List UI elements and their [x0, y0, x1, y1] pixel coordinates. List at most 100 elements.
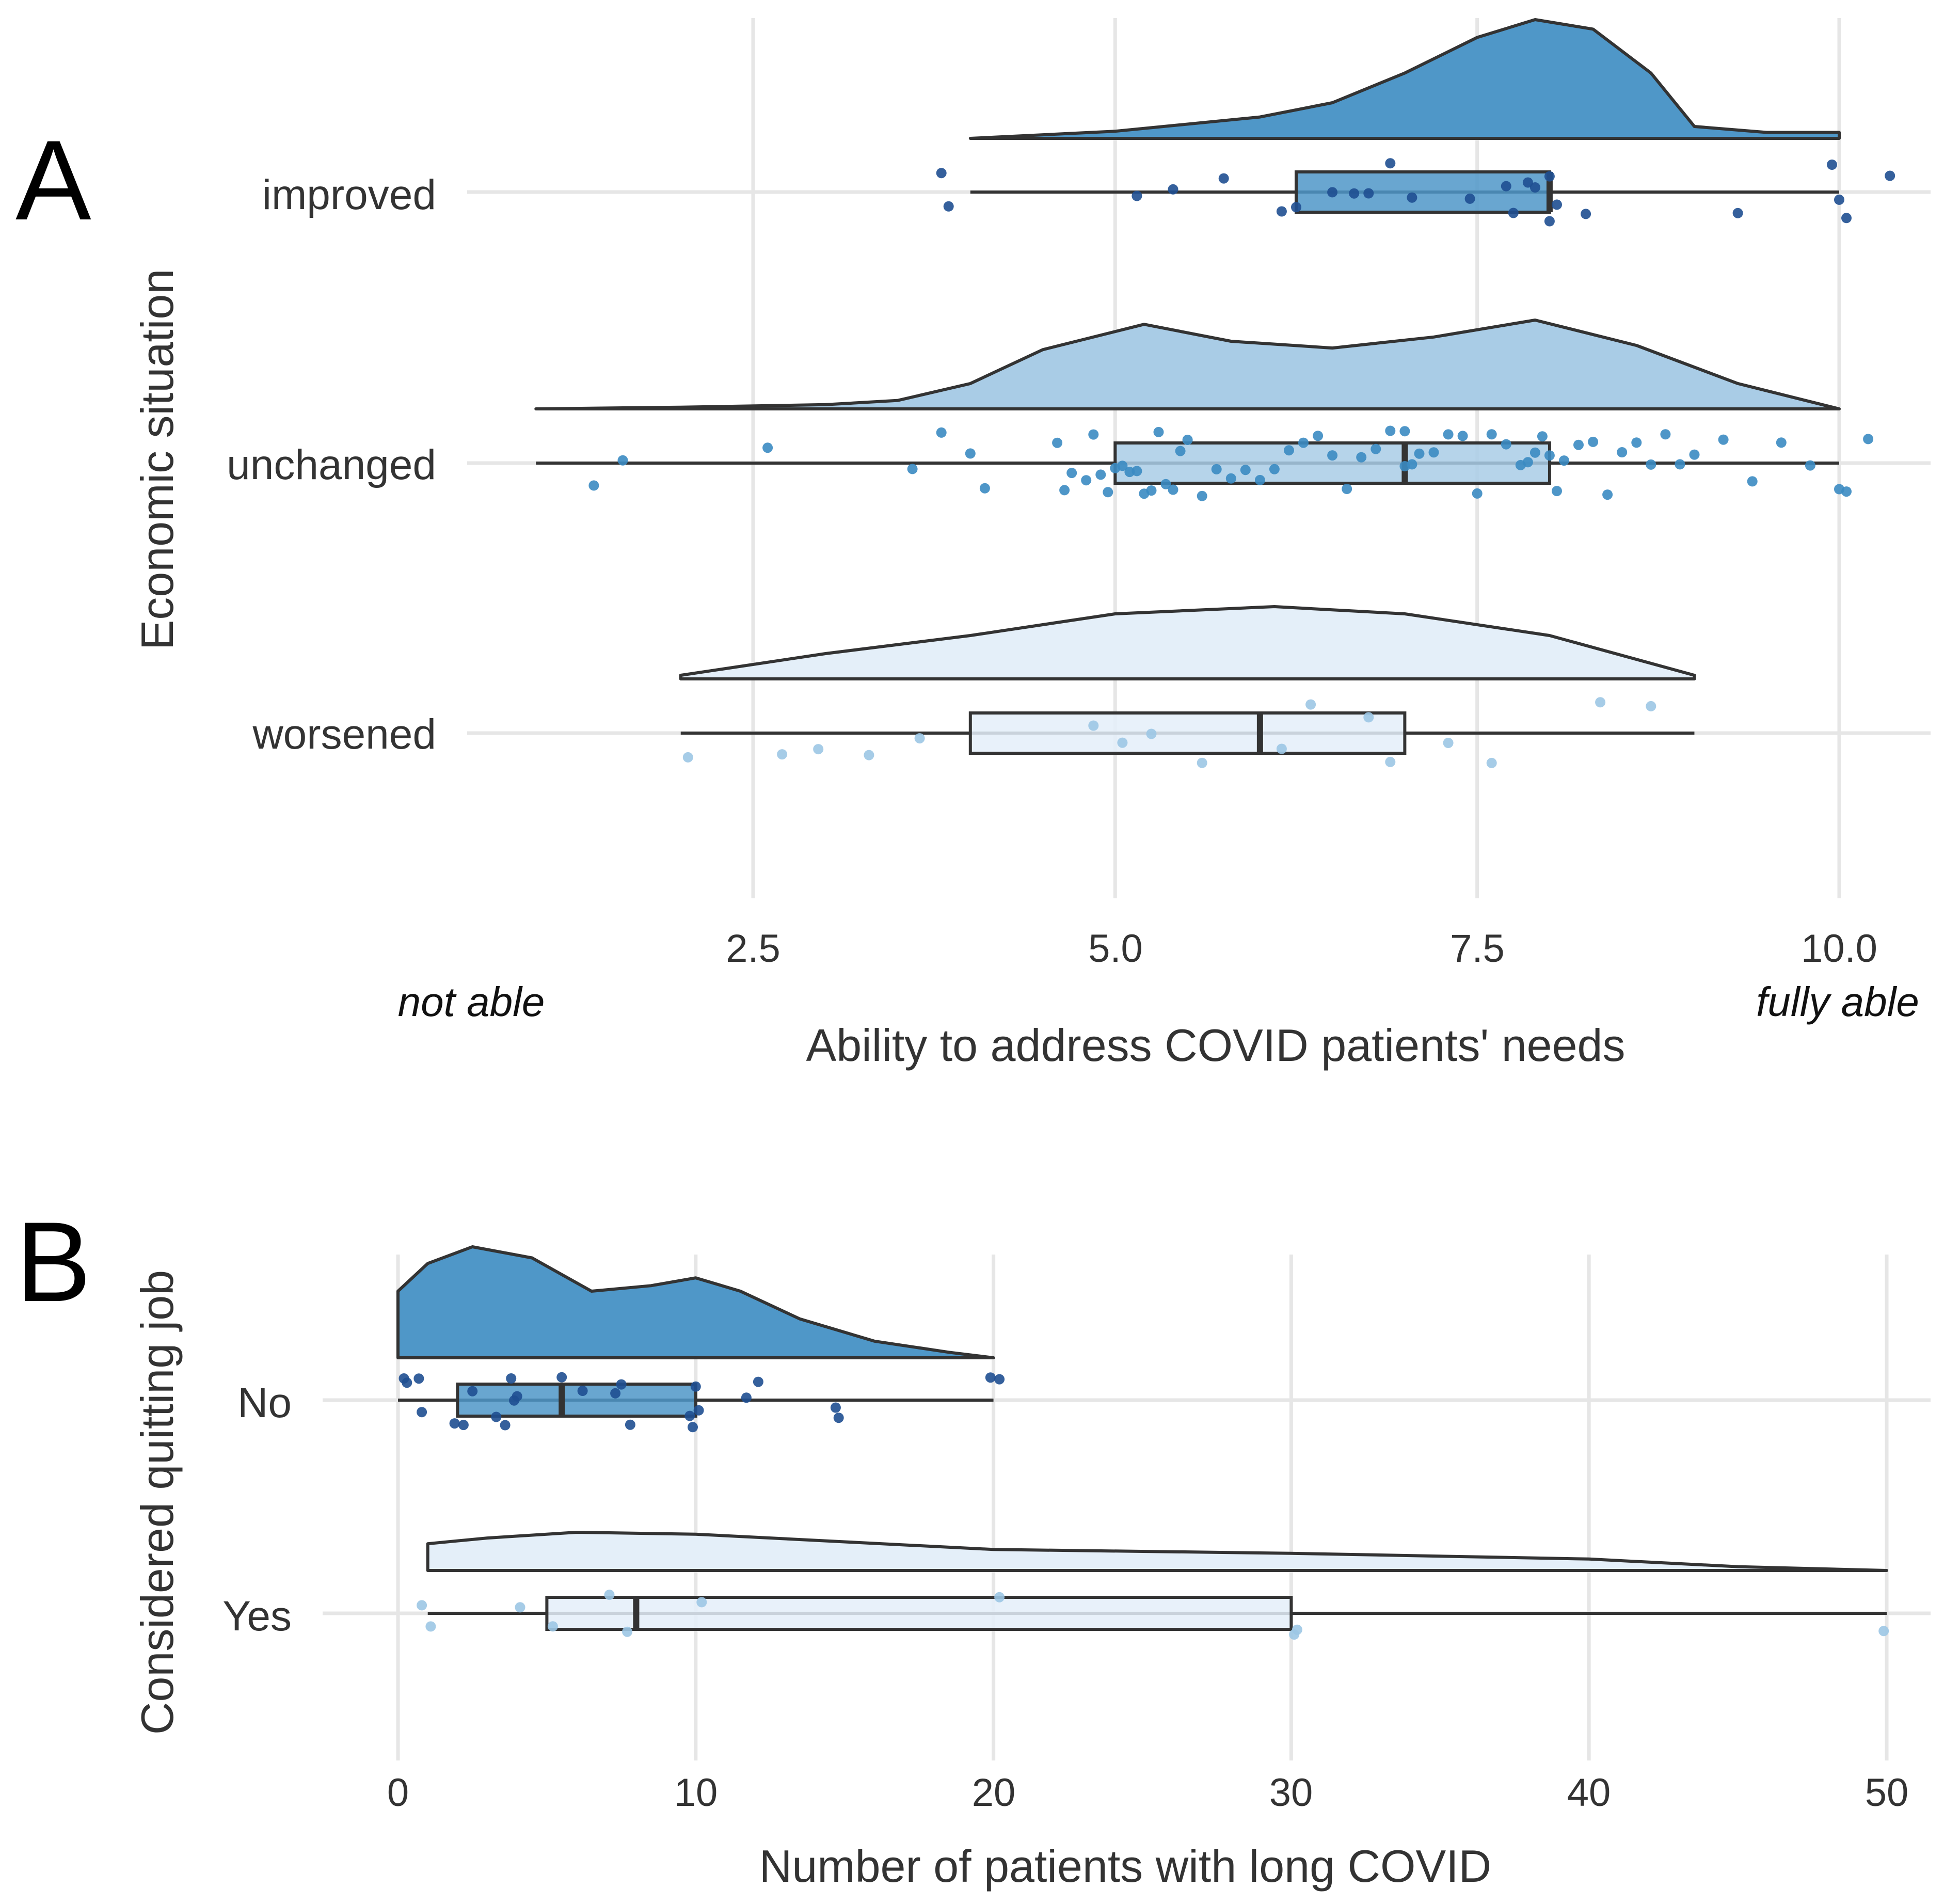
point-unchanged [1689, 449, 1700, 460]
point-no [449, 1418, 460, 1429]
point-no [417, 1407, 427, 1418]
point-unchanged [965, 448, 976, 459]
point-no [753, 1376, 763, 1387]
point-unchanged [1457, 431, 1468, 441]
point-unchanged [1175, 446, 1186, 456]
point-worsened [1486, 757, 1497, 768]
point-yes [696, 1597, 707, 1608]
point-improved [1464, 193, 1475, 204]
point-unchanged [1168, 484, 1178, 495]
point-no [684, 1410, 695, 1421]
point-unchanged [1153, 426, 1164, 437]
series-unchanged [534, 319, 1874, 501]
point-unchanged [1617, 447, 1628, 457]
point-unchanged [1529, 447, 1540, 458]
point-no [690, 1381, 701, 1392]
point-unchanged [1805, 460, 1815, 471]
point-unchanged [1537, 431, 1548, 442]
point-no [625, 1419, 635, 1430]
point-no [467, 1386, 478, 1397]
point-unchanged [1146, 485, 1157, 496]
panel-a-clouds [534, 18, 1895, 768]
point-improved [1385, 158, 1396, 169]
point-unchanged [1718, 434, 1729, 445]
point-unchanged [1240, 465, 1251, 475]
point-unchanged [1573, 439, 1584, 450]
point-unchanged [1117, 461, 1128, 471]
box-unchanged [1113, 441, 1551, 485]
point-unchanged [1066, 468, 1077, 479]
point-improved [1841, 213, 1852, 224]
x-tick-30: 30 [1269, 1771, 1313, 1815]
point-unchanged [1486, 429, 1497, 440]
point-unchanged [1284, 445, 1294, 456]
point-unchanged [1407, 459, 1417, 470]
panel-a-letter: A [15, 117, 91, 244]
point-unchanged [1841, 486, 1852, 497]
point-worsened [1363, 712, 1374, 723]
box-yes [545, 1596, 1293, 1631]
x-tick-7-5: 7.5 [1450, 927, 1505, 971]
point-no [413, 1373, 424, 1384]
box-improved [1295, 170, 1551, 214]
category-label-no: No [237, 1379, 292, 1426]
point-no [577, 1386, 588, 1396]
x-tick-5-0: 5.0 [1088, 927, 1143, 971]
point-yes [1292, 1624, 1302, 1635]
panel-b-x-axis-title: Number of patients with long COVID [759, 1840, 1491, 1892]
point-improved [1529, 182, 1540, 193]
point-worsened [1646, 701, 1656, 711]
point-improved [1407, 192, 1417, 203]
point-worsened [1276, 743, 1287, 754]
category-label-improved: improved [262, 171, 436, 218]
point-improved [1291, 202, 1301, 213]
point-no [402, 1377, 412, 1388]
point-no [833, 1413, 844, 1423]
density-no [396, 1245, 995, 1359]
series-no [396, 1245, 1005, 1433]
point-unchanged [1385, 425, 1396, 436]
point-unchanged [1088, 429, 1099, 440]
point-improved [1501, 181, 1511, 192]
point-no [556, 1372, 567, 1383]
point-no [616, 1379, 627, 1390]
point-unchanged [1588, 436, 1599, 447]
density-unchanged [534, 319, 1841, 410]
point-unchanged [1631, 437, 1642, 448]
point-improved [943, 201, 954, 212]
density-worsened [679, 605, 1696, 680]
point-yes [994, 1592, 1005, 1602]
point-unchanged [1356, 452, 1367, 463]
x-tick-0: 0 [387, 1771, 409, 1815]
point-worsened [1088, 720, 1099, 731]
point-improved [1363, 188, 1374, 199]
point-unchanged [1313, 431, 1324, 441]
point-no [994, 1374, 1005, 1385]
point-improved [1834, 194, 1844, 205]
point-worsened [1595, 697, 1606, 708]
x-tick-50: 50 [1865, 1771, 1909, 1815]
point-improved [1168, 184, 1178, 195]
point-no [741, 1392, 752, 1403]
point-yes [515, 1602, 525, 1613]
point-unchanged [1428, 447, 1439, 458]
panel-b-letter: B [15, 1198, 91, 1325]
point-unchanged [1501, 439, 1511, 450]
density-yes [426, 1531, 1888, 1572]
panel-b-x-ticks: 0 10 20 30 40 50 [387, 1771, 1908, 1815]
point-unchanged [1342, 484, 1352, 494]
point-worsened [1117, 737, 1128, 748]
point-unchanged [1472, 488, 1483, 499]
anchor-label-fully-able: fully able [1756, 979, 1919, 1025]
point-worsened [1146, 728, 1157, 739]
point-unchanged [1660, 429, 1671, 440]
point-yes [425, 1621, 436, 1632]
point-yes [417, 1600, 427, 1611]
panel-a: A improved unchanged worsened 2.5 5.0 7.… [15, 18, 1931, 1071]
x-tick-2-5: 2.5 [726, 927, 780, 971]
point-improved [1885, 170, 1895, 181]
point-unchanged [1602, 489, 1613, 500]
point-yes [622, 1626, 633, 1637]
point-unchanged [1095, 469, 1106, 480]
